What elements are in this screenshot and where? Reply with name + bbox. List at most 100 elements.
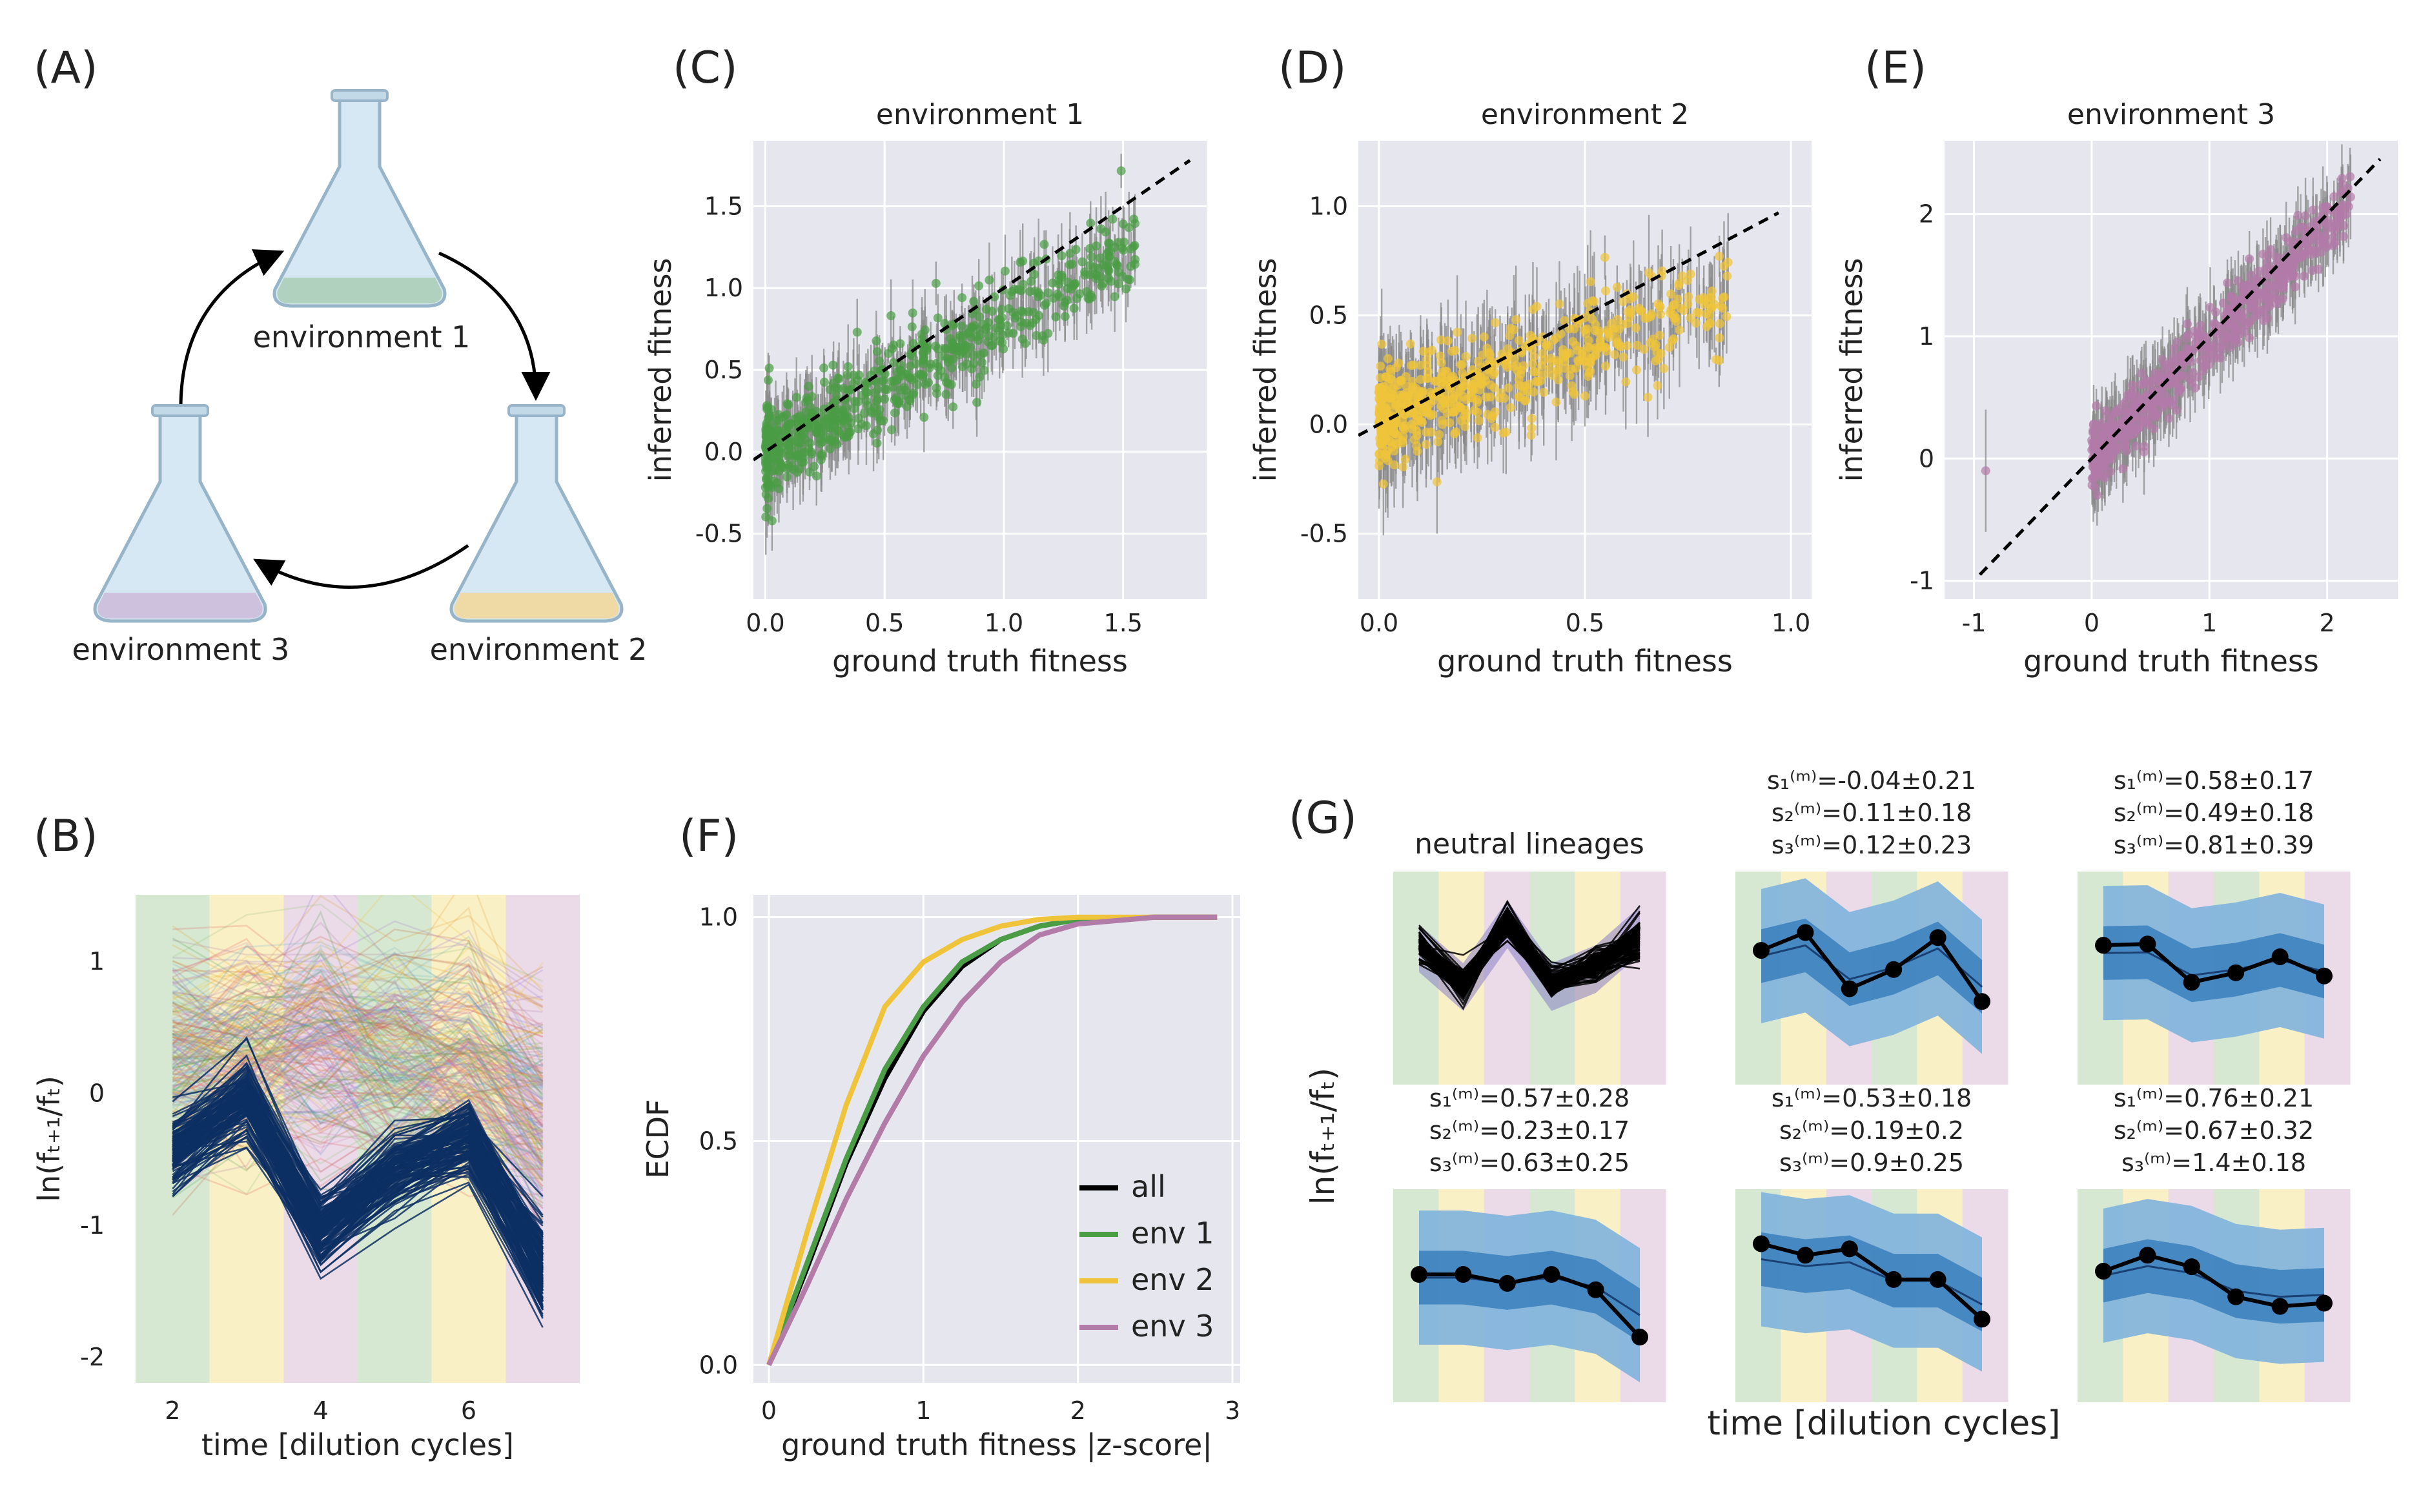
- data-point: [941, 389, 951, 399]
- data-point: [762, 504, 772, 513]
- data-point: [1075, 289, 1085, 299]
- y-tick-label: 0: [89, 1079, 105, 1107]
- data-point: [908, 339, 918, 349]
- data-point: [875, 356, 884, 366]
- flask-environment-2-icon: [449, 404, 624, 623]
- y-axis-label: inferred fitness: [643, 258, 678, 482]
- data-point: [806, 447, 816, 457]
- data-point: [1619, 352, 1628, 362]
- fitness-estimate-label: s₃⁽ᵐ⁾=0.12±0.23: [1772, 831, 1972, 859]
- y-tick-label: 1.5: [704, 192, 743, 220]
- lineage-trajectory: [172, 1005, 544, 1198]
- data-point: [1004, 303, 1014, 313]
- x-tick-label: 0: [761, 1396, 777, 1425]
- data-point: [1529, 367, 1538, 377]
- data-point: [817, 413, 827, 422]
- data-point: [2322, 224, 2332, 234]
- data-point: [1619, 297, 1628, 307]
- data-point: [2293, 210, 2303, 220]
- legend-label: env 1: [1131, 1216, 1214, 1251]
- data-point: [2127, 380, 2137, 390]
- lineage-trajectory: [172, 980, 543, 1026]
- data-point: [1565, 371, 1575, 380]
- data-point: [793, 438, 803, 447]
- data-point: [979, 348, 988, 358]
- data-point: [2089, 438, 2099, 447]
- data-point: [961, 349, 971, 359]
- data-point: [1521, 396, 1531, 405]
- data-point: [1483, 409, 1493, 419]
- data-point: [1413, 447, 1422, 456]
- data-point: [1027, 276, 1036, 286]
- data-point: [1000, 266, 1010, 276]
- lineage-trajectory: [172, 1004, 544, 1125]
- panel-d-scatter-env2: 0.0 0.5 1.0 1.0 0.5 0.0 -0.5 environment 2 groun…: [1248, 98, 1812, 679]
- data-point: [1016, 258, 1025, 267]
- data-point: [955, 350, 965, 360]
- data-point: [1118, 272, 1127, 281]
- data-point: [997, 305, 1006, 314]
- lineage-trajectory: [172, 1012, 544, 1108]
- panel-label-f: (F): [679, 811, 739, 862]
- data-point: [974, 281, 984, 291]
- data-point: [2172, 405, 2181, 415]
- observed-point: [1885, 1271, 1903, 1288]
- observed-point: [2139, 935, 2156, 953]
- data-point: [1479, 332, 1489, 342]
- data-point: [1577, 347, 1587, 356]
- data-point: [1398, 462, 1408, 472]
- data-point: [1691, 318, 1701, 328]
- data-point: [1438, 420, 1447, 429]
- identity-line: [1978, 158, 2382, 576]
- data-point: [2345, 192, 2355, 202]
- data-point: [1126, 244, 1136, 254]
- flask-liquid-3: [97, 593, 263, 618]
- lineage-trajectory: [172, 952, 544, 1099]
- observed-point: [2139, 1247, 2156, 1264]
- data-point: [1648, 334, 1658, 344]
- panel-title: environment 2: [1481, 98, 1689, 131]
- data-point: [1388, 429, 1398, 439]
- data-point: [1451, 427, 1461, 437]
- data-point: [843, 362, 853, 371]
- data-point: [2223, 332, 2233, 342]
- lineage-trajectory: [172, 974, 544, 1160]
- data-point: [1646, 312, 1656, 322]
- data-point: [1062, 296, 1072, 305]
- data-point: [1610, 350, 1620, 360]
- data-point: [815, 439, 825, 449]
- data-point: [1653, 381, 1662, 391]
- data-point: [812, 471, 821, 481]
- data-point: [2098, 472, 2107, 482]
- data-point: [2102, 411, 2112, 420]
- data-point: [1041, 298, 1051, 308]
- lineage-trajectory: [172, 991, 544, 1082]
- neutral-lineage-trajectory: [172, 1089, 544, 1245]
- data-point: [1453, 327, 1462, 337]
- lineage-trajectory: [172, 961, 544, 1069]
- fitness-estimate-label: s₂⁽ᵐ⁾=0.19±0.2: [1779, 1116, 1964, 1145]
- lineage-trajectory: [172, 1001, 544, 1143]
- lineage-trajectory: [172, 963, 544, 1083]
- data-point: [979, 365, 989, 375]
- data-point: [1385, 364, 1395, 374]
- data-point: [807, 392, 817, 402]
- data-point: [975, 312, 985, 322]
- lineage-trajectory: [172, 976, 544, 1102]
- data-point: [2209, 318, 2219, 328]
- panel-title: environment 3: [2067, 98, 2275, 131]
- data-point: [2231, 328, 2241, 338]
- lineage-trajectory: [172, 969, 544, 1040]
- data-point: [2329, 192, 2339, 201]
- data-point: [1481, 376, 1491, 385]
- data-point: [1443, 336, 1453, 346]
- data-point: [1666, 289, 1676, 299]
- data-point: [1095, 253, 1105, 263]
- lineage-trajectory: [172, 1057, 544, 1163]
- y-tick-label: 0.5: [1309, 301, 1348, 329]
- lineage-trajectory: [172, 967, 544, 1100]
- data-point: [911, 359, 921, 369]
- data-point: [957, 339, 967, 349]
- data-point: [844, 385, 853, 395]
- panel-label-a: (A): [34, 43, 98, 94]
